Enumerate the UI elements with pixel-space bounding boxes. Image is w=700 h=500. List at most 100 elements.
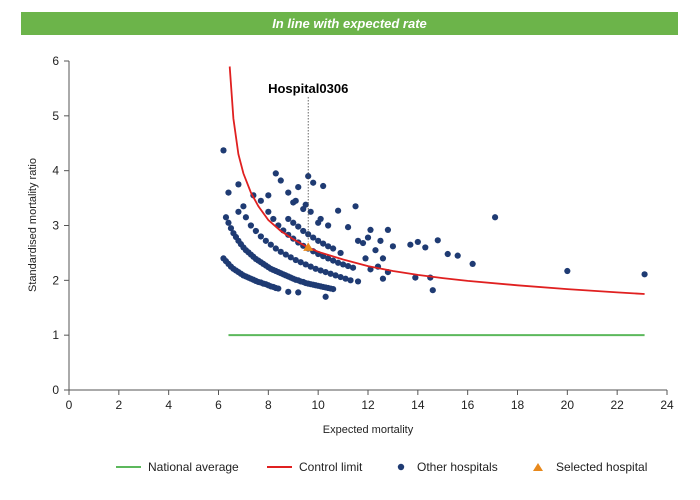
selected-hospital-series: [303, 242, 314, 251]
hospital-point: [277, 248, 284, 255]
hospital-point: [292, 256, 299, 264]
y-tick-label: 5: [52, 109, 59, 123]
hospital-point: [300, 227, 307, 235]
legend-item-national-average: National average: [116, 460, 239, 474]
other-hospitals-series: [220, 147, 648, 300]
hospital-point: [337, 249, 344, 257]
hospital-point: [379, 255, 387, 262]
hospital-point: [252, 227, 259, 235]
hospital-point: [367, 226, 374, 233]
y-tick-label: 0: [52, 383, 59, 397]
x-tick-group: 0 2 4 6 8 10 12 14 16 18 20 22 24: [66, 390, 674, 412]
hospital-point: [270, 215, 277, 223]
control-limit-series: [228, 66, 645, 295]
x-tick-label: 18: [511, 398, 525, 412]
hospital-point: [265, 192, 272, 199]
hospital-point: [354, 278, 362, 285]
hospital-point: [347, 277, 354, 284]
hospital-point: [287, 254, 294, 261]
legend-item-selected-hospital: Selected hospital: [533, 460, 647, 474]
hospital-annotation: Hospital0306: [268, 81, 348, 242]
hospital-point: [325, 243, 332, 250]
hospital-point: [307, 208, 314, 215]
x-axis-label: Expected mortality: [323, 424, 414, 436]
hospital-point: [315, 219, 322, 226]
hospital-point: [414, 238, 421, 246]
hospital-point: [295, 289, 302, 296]
hospital-point: [282, 251, 289, 258]
hospital-point: [310, 179, 317, 186]
hospital-point: [349, 264, 357, 271]
hospital-point: [315, 237, 322, 244]
hospital-point: [342, 275, 349, 282]
hospital-point: [275, 285, 282, 292]
hospital-point: [305, 231, 312, 238]
x-tick-label: 22: [610, 398, 624, 412]
control-limit-line: [228, 66, 645, 295]
y-tick-group: 0 1 2 3 4 5 6: [52, 54, 69, 397]
x-tick-label: 14: [411, 398, 425, 412]
hospital-point: [325, 222, 332, 229]
hospital-point: [335, 259, 342, 266]
hospital-point: [364, 234, 372, 241]
hospital-point: [372, 247, 379, 254]
hospital-point: [257, 197, 264, 204]
x-tick-label: 4: [165, 398, 172, 412]
legend-label: Control limit: [299, 460, 363, 474]
hospital-point: [362, 255, 369, 262]
hospital-point: [262, 237, 269, 244]
y-axis-label: Standardised mortality ratio: [27, 158, 39, 292]
hospital-point: [429, 287, 436, 294]
hospital-point: [469, 260, 476, 267]
hospital-point: [265, 208, 272, 215]
legend-item-other-hospitals: Other hospitals: [397, 460, 498, 474]
hospital-point: [344, 224, 352, 231]
hospital-point: [300, 205, 307, 213]
hospital-point: [422, 244, 429, 251]
hospital-point: [454, 252, 461, 259]
hospital-point: [335, 207, 342, 214]
x-tick-label: 10: [311, 398, 325, 412]
hospital-point: [240, 203, 247, 210]
hospital-point: [339, 261, 347, 268]
hospital-point: [297, 259, 304, 266]
x-tick-label: 8: [265, 398, 272, 412]
hospital-point: [330, 257, 337, 264]
hospital-point: [384, 226, 392, 233]
hospital-point: [312, 265, 319, 272]
hospital-point: [272, 170, 279, 177]
hospital-point: [641, 271, 648, 278]
hospital-point: [330, 245, 337, 252]
hospital-point: [277, 177, 284, 184]
hospital-point: [307, 263, 314, 270]
y-tick-label: 2: [52, 273, 59, 287]
legend-label: National average: [148, 460, 239, 474]
hospital-point: [257, 233, 264, 240]
hospital-point: [295, 184, 302, 191]
x-tick-label: 20: [561, 398, 575, 412]
hospital-point: [222, 214, 230, 221]
hospital-point: [352, 203, 359, 210]
hospital-point: [320, 240, 327, 247]
hospital-point: [327, 270, 334, 277]
x-tick-label: 16: [461, 398, 475, 412]
hospital-point: [320, 182, 327, 190]
hospital-point: [267, 241, 274, 248]
x-tick-label: 0: [66, 398, 73, 412]
hospital-point: [389, 243, 397, 250]
hospital-point: [322, 269, 329, 276]
hospital-point: [310, 234, 317, 241]
chart-legend: National average Control limit Other hos…: [116, 460, 647, 474]
legend-label: Other hospitals: [417, 460, 498, 474]
selected-hospital-swatch: [533, 463, 543, 471]
hospital-point: [235, 208, 242, 215]
legend-item-control-limit: Control limit: [267, 460, 363, 474]
hospital-point: [290, 199, 297, 206]
hospital-point: [330, 286, 337, 293]
y-tick-label: 6: [52, 54, 59, 68]
y-tick-label: 3: [52, 219, 59, 233]
hospital-point: [285, 215, 292, 223]
legend-label: Selected hospital: [556, 460, 647, 474]
hospital-point: [302, 261, 309, 268]
